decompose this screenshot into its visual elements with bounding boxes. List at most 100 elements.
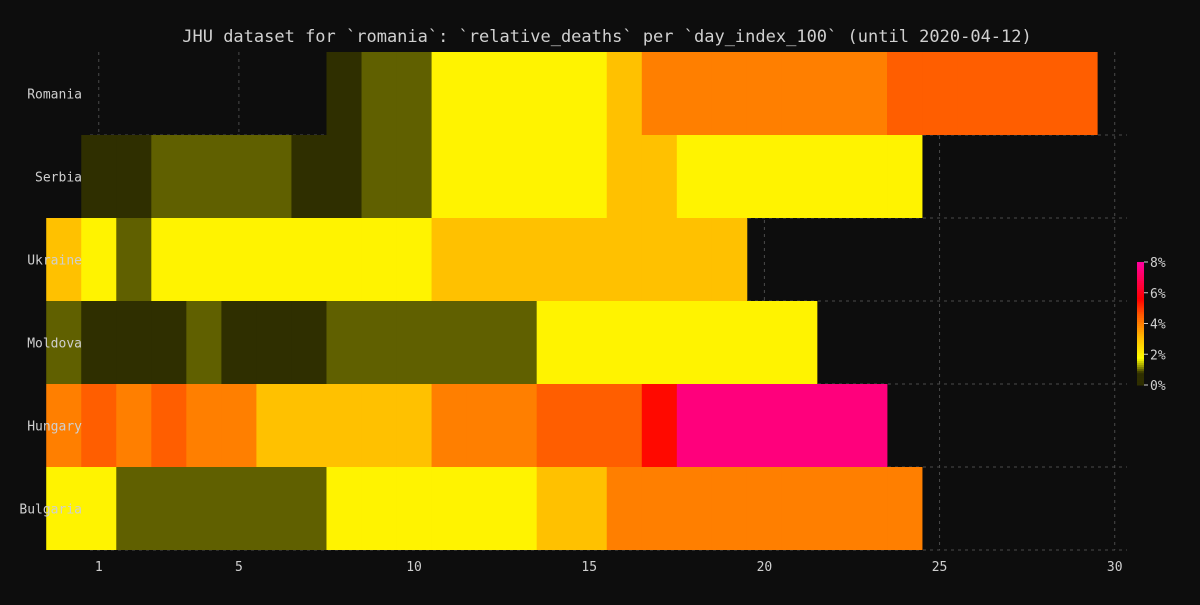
colorbar-segment — [1137, 364, 1144, 368]
colorbar-segment — [1137, 262, 1144, 265]
heatmap-cell — [816, 135, 853, 218]
heatmap-cell — [116, 135, 152, 218]
heatmap-cell — [361, 384, 397, 467]
x-tick-label: 15 — [581, 560, 597, 575]
x-axis-labels: 1 5 10 15 20 25 30 — [95, 560, 1123, 575]
y-tick-label: Serbia — [35, 171, 82, 186]
colorbar-segment — [1137, 282, 1144, 286]
colorbar-segment — [1137, 382, 1144, 386]
heatmap-cell — [186, 467, 222, 550]
colorbar-segment — [1137, 370, 1144, 374]
colorbar-segment — [1137, 352, 1144, 355]
heatmap-cell — [606, 52, 643, 135]
colorbar-segment — [1137, 354, 1144, 357]
heatmap-cell — [466, 384, 503, 467]
heatmap-cell — [46, 467, 82, 550]
heatmap-cell — [816, 52, 853, 135]
heatmap-cell — [571, 467, 608, 550]
x-tick-label: 1 — [95, 560, 103, 575]
colorbar-segment — [1137, 331, 1144, 335]
colorbar-segment — [1137, 344, 1144, 347]
colorbar-segment — [1137, 309, 1144, 312]
colorbar-segment — [1137, 315, 1144, 318]
heatmap-cell — [676, 135, 713, 218]
heatmap-cell — [676, 301, 713, 384]
heatmap-cell — [151, 218, 187, 301]
heatmap-cell — [326, 384, 362, 467]
heatmap-cell — [501, 467, 538, 550]
heatmap-cell — [291, 135, 327, 218]
heatmap-cell — [957, 52, 993, 135]
heatmap-cell — [816, 467, 853, 550]
heatmap-cell — [186, 301, 222, 384]
heatmap-cell — [326, 52, 362, 135]
heatmap-cell — [396, 218, 432, 301]
y-axis-labels: Romania Serbia Ukraine Moldova Hungary Bulgar… — [19, 88, 82, 518]
colorbar-segment — [1137, 372, 1144, 376]
heatmap-cell — [396, 52, 432, 135]
heatmap-cell — [151, 301, 187, 384]
heatmap-cell — [746, 135, 783, 218]
x-tick-label: 20 — [757, 560, 773, 575]
heatmap-cell — [501, 301, 538, 384]
heatmap-cell — [221, 135, 257, 218]
colorbar-segment — [1137, 305, 1144, 308]
heatmap-cell — [571, 52, 608, 135]
colorbar-segment — [1137, 339, 1144, 343]
chart-title: JHU dataset for `romania`: `relative_dea… — [182, 27, 1032, 47]
heatmap-cell — [851, 52, 888, 135]
heatmap-cell — [571, 384, 608, 467]
heatmap-cell — [186, 218, 222, 301]
heatmap-cell — [641, 52, 678, 135]
heatmap-cell — [781, 135, 818, 218]
heatmap-cell — [606, 135, 643, 218]
heatmap-cell — [536, 52, 573, 135]
heatmap-cell — [571, 301, 608, 384]
colorbar-segment — [1137, 325, 1144, 329]
heatmap-cell — [151, 467, 187, 550]
colorbar-segment — [1137, 266, 1144, 269]
heatmap-cell — [116, 218, 152, 301]
colorbar-segment — [1137, 313, 1144, 316]
heatmap-cell — [256, 218, 292, 301]
heatmap-cell — [711, 135, 748, 218]
heatmap-cell — [431, 301, 468, 384]
heatmap-cell — [536, 135, 573, 218]
colorbar-segment — [1137, 311, 1144, 314]
heatmap-cell — [536, 467, 573, 550]
colorbar-segment — [1137, 376, 1144, 380]
y-tick-label: Romania — [27, 88, 82, 103]
heatmap-cell — [606, 467, 643, 550]
heatmap-cell — [781, 52, 818, 135]
heatmap-cell — [536, 384, 573, 467]
colorbar-segment — [1137, 360, 1144, 363]
heatmap-cell — [1062, 52, 1098, 135]
colorbar-segment — [1137, 329, 1144, 333]
heatmap-cell — [431, 52, 468, 135]
colorbar-segment — [1137, 380, 1144, 384]
heatmap-cell — [46, 301, 82, 384]
heatmap-cell — [851, 384, 888, 467]
heatmap-cell — [46, 218, 82, 301]
heatmap-cell — [81, 384, 117, 467]
heatmap-cell — [361, 135, 397, 218]
heatmap-cell — [81, 467, 117, 550]
heatmap-cell — [816, 384, 853, 467]
colorbar-segment — [1137, 270, 1144, 273]
heatmap-cell — [676, 218, 713, 301]
heatmap-cells — [46, 52, 1098, 550]
y-tick-label: Hungary — [27, 420, 82, 435]
colorbar-segment — [1137, 341, 1144, 345]
heatmap-cell — [256, 384, 292, 467]
heatmap-cell — [291, 467, 327, 550]
colorbar-segment — [1137, 321, 1144, 324]
heatmap-cell — [396, 467, 432, 550]
colorbar-segment — [1137, 272, 1144, 275]
heatmap-cell — [396, 384, 432, 467]
heatmap-cell — [711, 384, 748, 467]
heatmap-cell — [606, 384, 643, 467]
heatmap-cell — [606, 218, 643, 301]
heatmap-cell — [431, 384, 468, 467]
colorbar-segment — [1137, 292, 1144, 296]
